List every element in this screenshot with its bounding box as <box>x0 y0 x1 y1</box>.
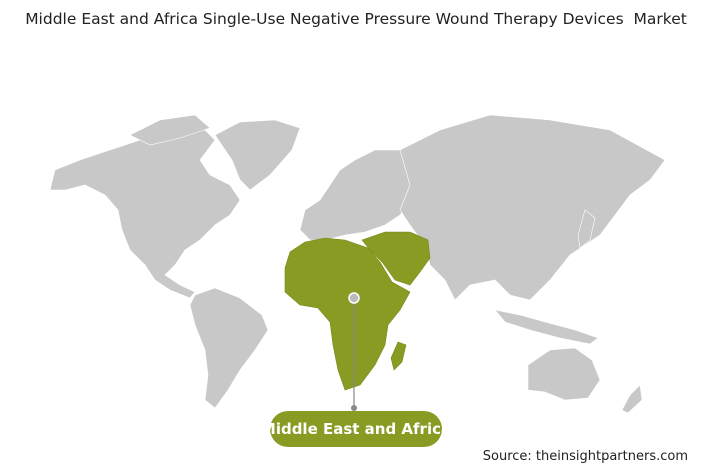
north-america <box>49 124 241 299</box>
source: Source: theinsightpartners.com <box>483 449 688 464</box>
south-america <box>189 287 269 409</box>
world-map <box>49 114 666 414</box>
region-marker: Middle East and Africa <box>261 292 451 447</box>
se-asia-islands <box>494 309 599 345</box>
marker-dot <box>348 292 360 304</box>
middle-east <box>361 231 431 286</box>
asia <box>399 114 666 301</box>
region-label: Middle East and Africa <box>261 420 451 438</box>
arctic-islands <box>129 114 211 146</box>
title: Middle East and Africa Single-Use Negati… <box>25 10 687 28</box>
australia <box>527 347 601 401</box>
region-pill <box>270 411 442 447</box>
marker-end <box>351 405 357 411</box>
africa <box>284 237 411 391</box>
madagascar <box>390 341 407 371</box>
new-zealand <box>621 384 643 414</box>
japan <box>577 209 596 249</box>
europe <box>299 149 416 241</box>
greenland <box>214 119 301 191</box>
